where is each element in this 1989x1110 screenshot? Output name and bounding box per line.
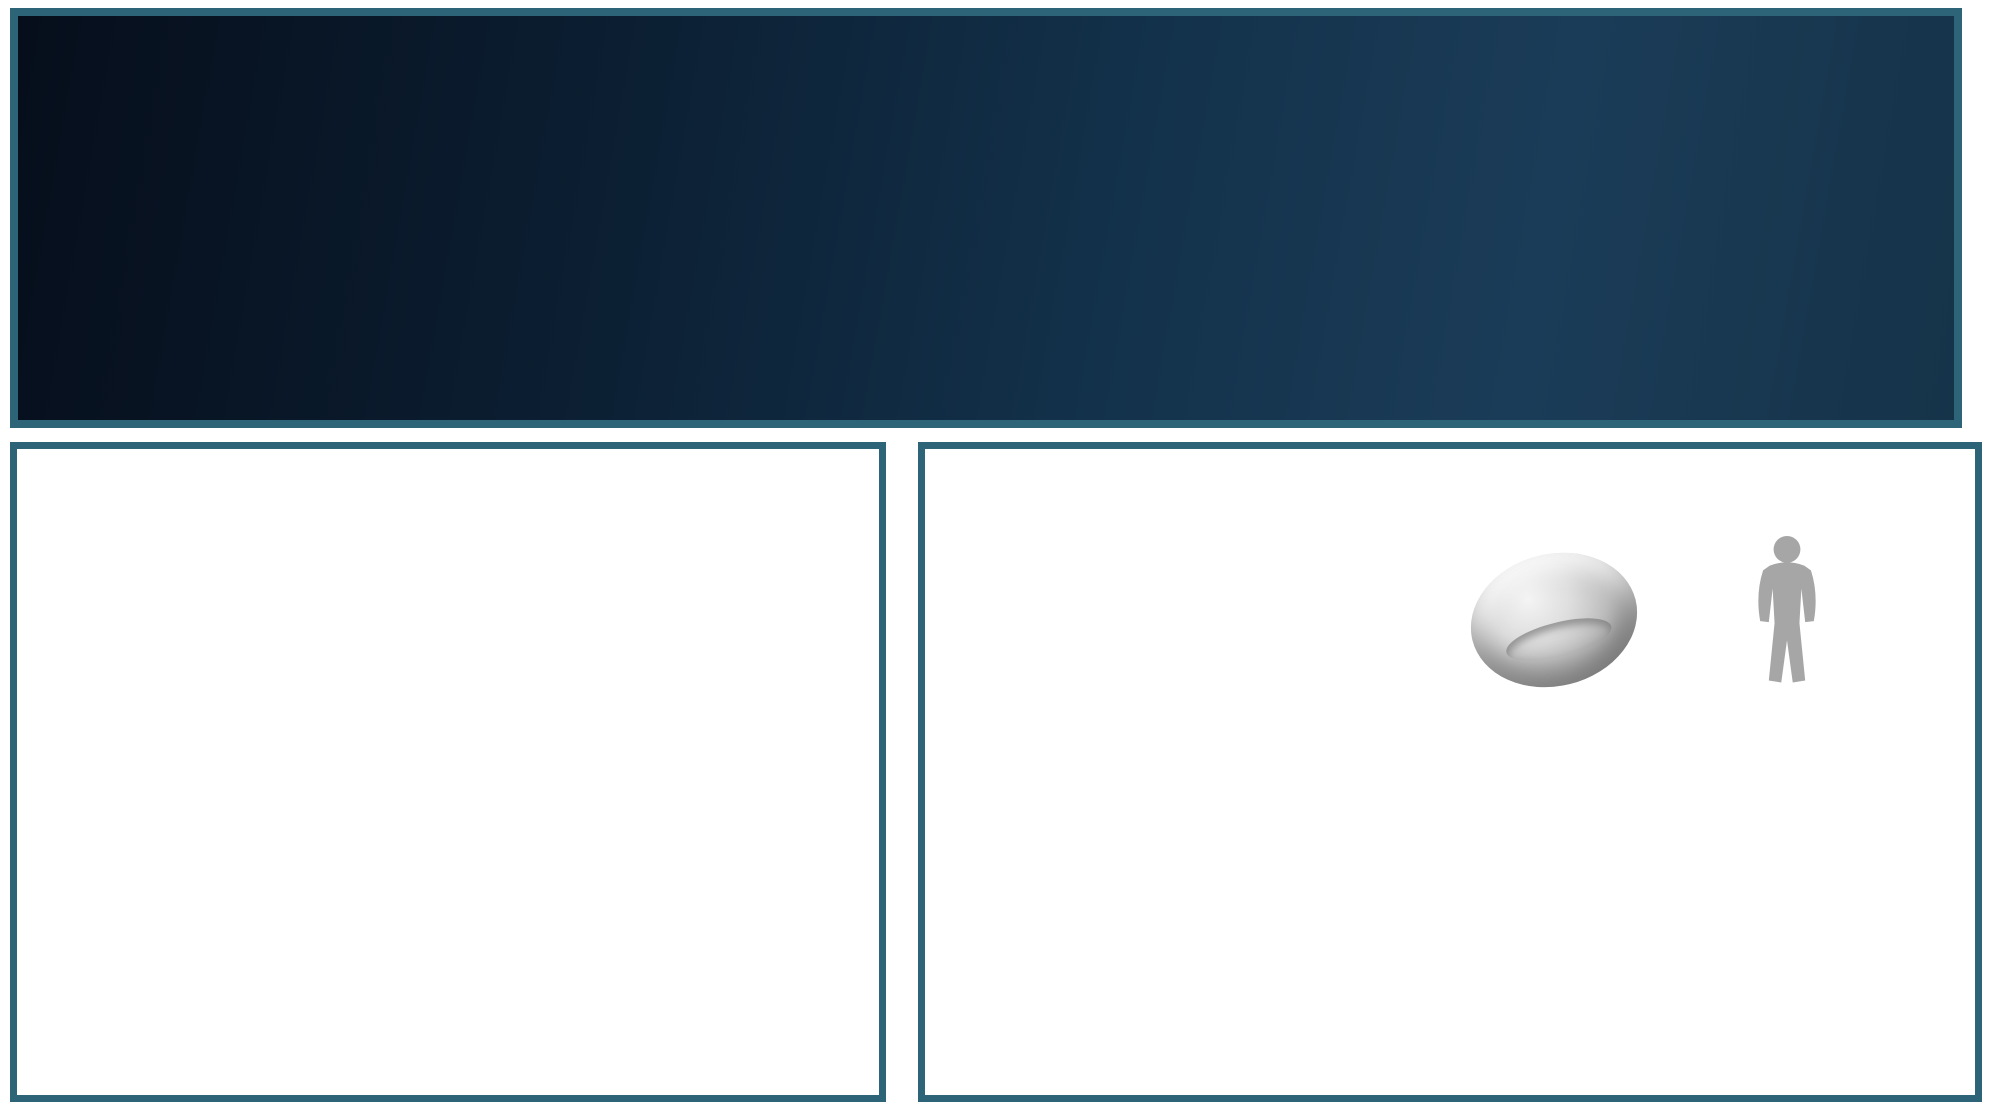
panel-a-gravity-banner [10, 8, 1962, 428]
gravity-scene-art [18, 16, 1954, 420]
ion-trap-diagram-art [17, 449, 879, 1095]
panel-b-trap-diagram [10, 442, 886, 1102]
human-silhouette-icon [1758, 535, 1816, 683]
panel-a-scene [18, 16, 1954, 420]
panel-c-sensitivity-chart [918, 442, 1982, 1102]
